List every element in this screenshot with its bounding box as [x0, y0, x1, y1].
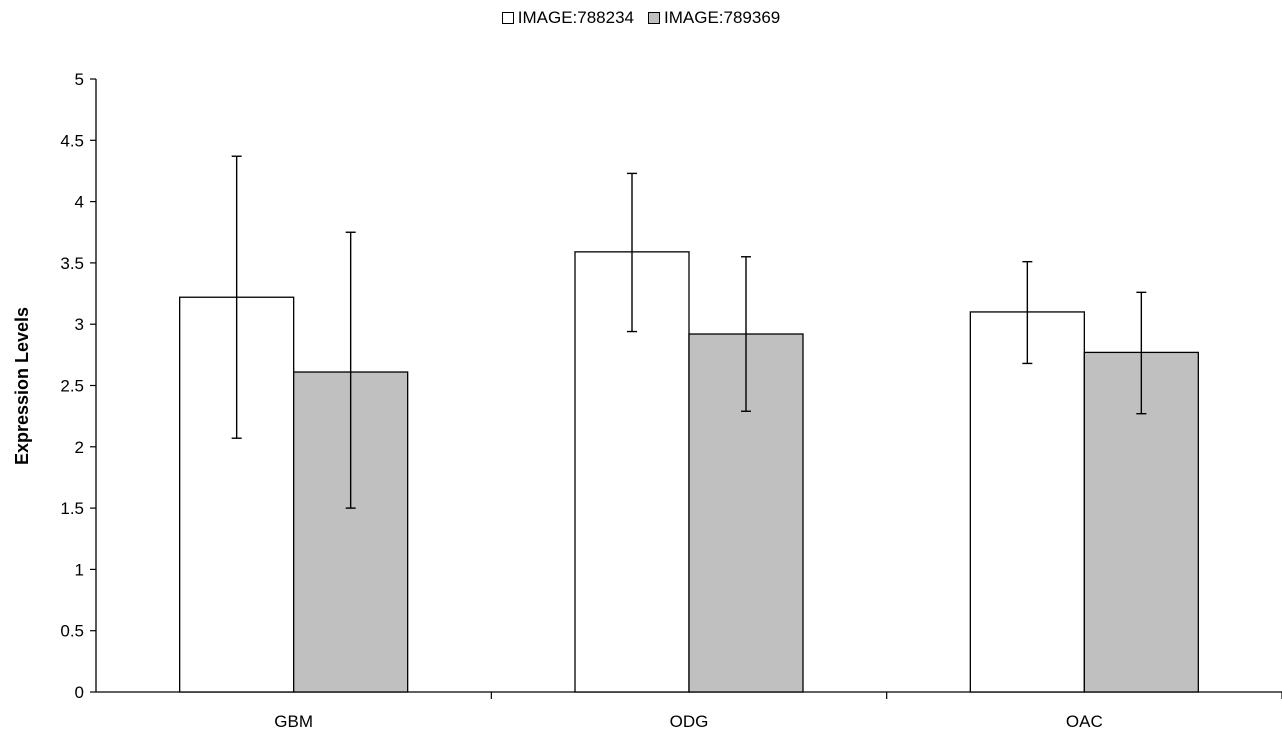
y-tick-label-0: 0 — [75, 683, 84, 702]
y-tick-label-6: 3 — [75, 315, 84, 334]
chart-legend: IMAGE:788234 IMAGE:789369 — [0, 8, 1282, 28]
x-tick-label-gbm: GBM — [274, 712, 313, 731]
y-tick-label-10: 5 — [75, 70, 84, 89]
chart-error-bars — [231, 155, 1147, 509]
chart-labels: 0 0.5 1 1.5 2 2.5 3 3.5 4 4.5 5 GBM ODG OAC — [60, 70, 1102, 731]
x-tick-label-oac: OAC — [1066, 712, 1103, 731]
y-tick-label-7: 3.5 — [60, 254, 84, 273]
y-tick-label-9: 4.5 — [60, 131, 84, 150]
chart-bars — [179, 251, 1199, 693]
legend-item-series-1: IMAGE:788234 — [501, 8, 634, 28]
x-tick-label-odg: ODG — [670, 712, 709, 731]
y-tick-label-5: 2.5 — [60, 377, 84, 396]
y-tick-label-8: 4 — [75, 193, 84, 212]
y-tick-label-2: 1 — [75, 560, 84, 579]
legend-swatch-series-2 — [648, 12, 660, 24]
y-tick-label-4: 2 — [75, 438, 84, 457]
legend-item-series-2: IMAGE:789369 — [648, 8, 780, 28]
legend-label-series-1: IMAGE:788234 — [517, 8, 634, 27]
legend-swatch-series-1 — [501, 12, 514, 24]
bar-oac-series-1 — [969, 311, 1085, 693]
y-tick-label-3: 1.5 — [60, 499, 84, 518]
y-tick-label-1: 0.5 — [60, 622, 84, 641]
y-axis-label: Expression Levels — [12, 307, 32, 465]
legend-label-series-2: IMAGE:789369 — [664, 8, 781, 27]
